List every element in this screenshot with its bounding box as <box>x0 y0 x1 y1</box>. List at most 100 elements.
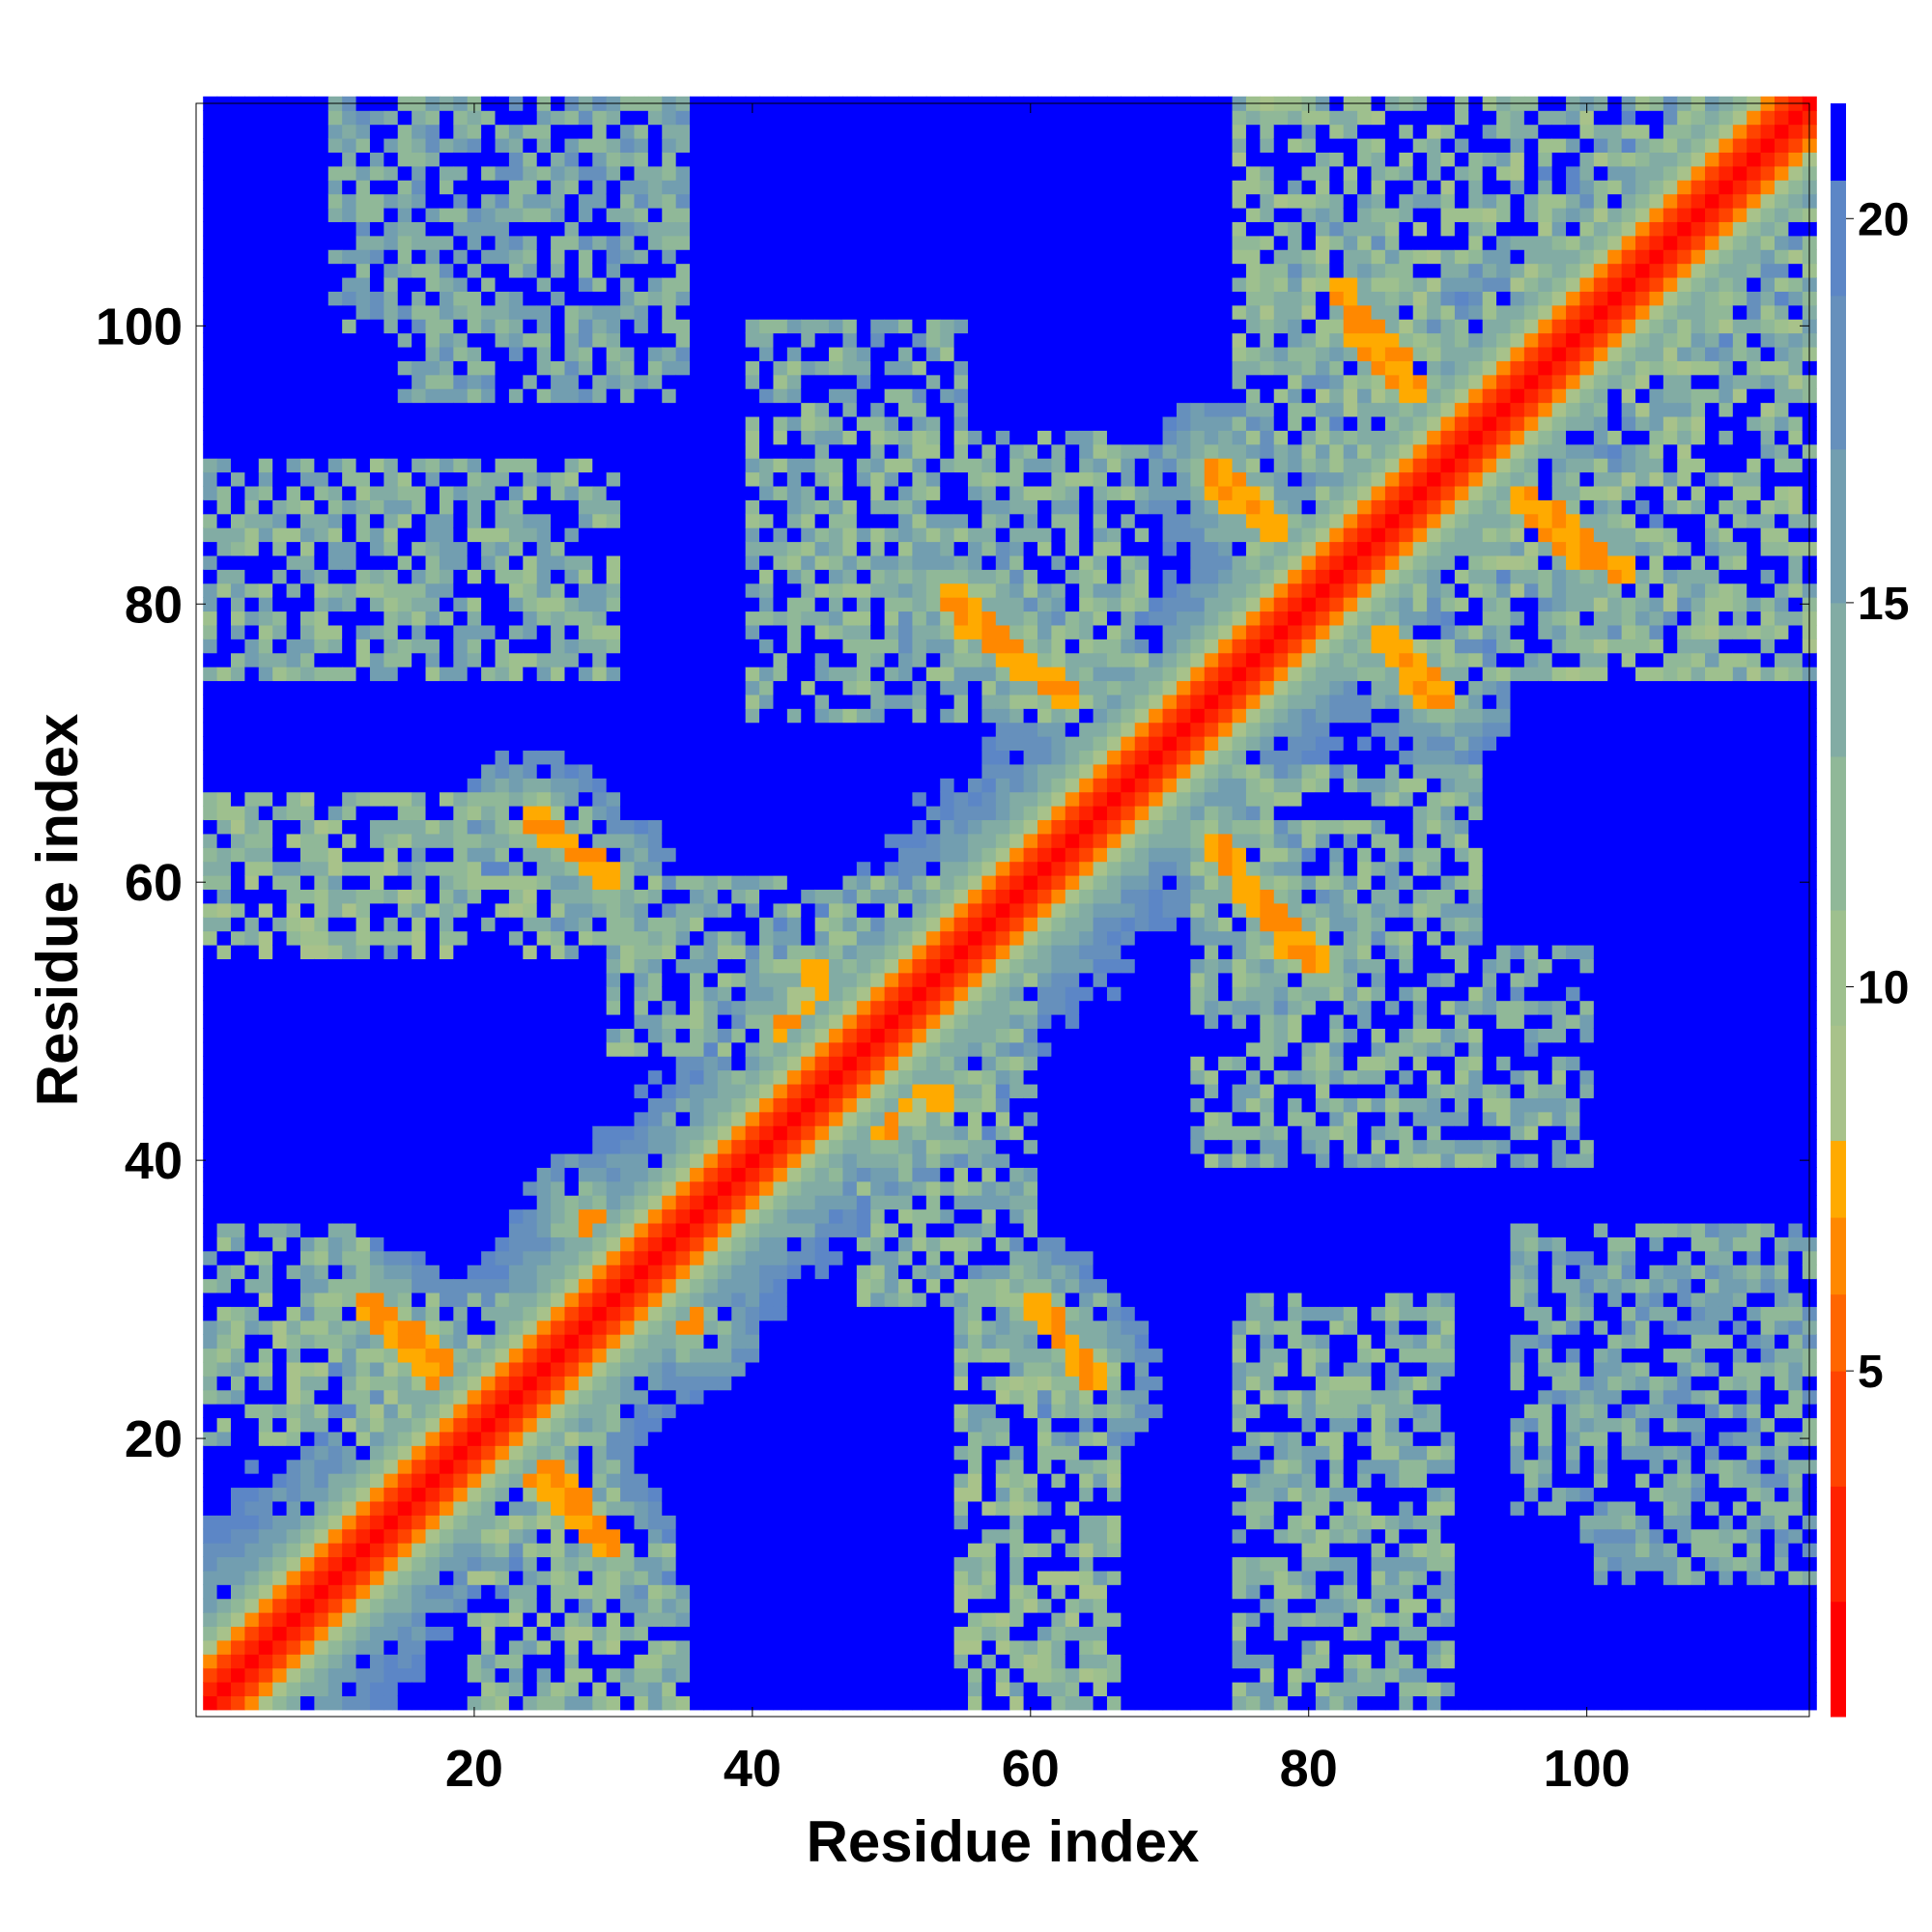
heatmap-cell <box>216 1389 232 1405</box>
heatmap-cell <box>397 930 412 946</box>
heatmap-cell <box>258 1013 273 1029</box>
heatmap-cell <box>717 1487 732 1502</box>
heatmap-cell <box>592 680 608 696</box>
heatmap-cell <box>299 430 315 445</box>
heatmap-cell <box>481 1334 497 1350</box>
heatmap-cell <box>244 165 260 181</box>
heatmap-cell <box>690 902 705 918</box>
heatmap-cell <box>703 1404 719 1419</box>
heatmap-cell <box>731 1487 747 1502</box>
heatmap-cell <box>675 1404 691 1419</box>
heatmap-cell <box>523 930 538 946</box>
heatmap-cell <box>286 1139 301 1154</box>
heatmap-cell <box>327 1515 343 1530</box>
heatmap-cell <box>299 374 315 389</box>
heatmap-cell <box>662 124 677 139</box>
heatmap-cell <box>675 972 691 987</box>
heatmap-cell <box>662 554 677 570</box>
heatmap-cell <box>759 249 775 265</box>
heatmap-cell <box>495 1222 510 1237</box>
heatmap-cell <box>551 1083 566 1098</box>
heatmap-cell <box>216 1487 232 1502</box>
heatmap-cell <box>439 235 454 250</box>
heatmap-cell <box>634 1334 649 1350</box>
heatmap-cell <box>690 1473 705 1489</box>
heatmap-cell <box>551 611 566 626</box>
heatmap-cell <box>592 1389 608 1405</box>
heatmap-cell <box>786 1612 802 1628</box>
heatmap-cell <box>745 527 760 543</box>
heatmap-cell <box>384 263 399 278</box>
heatmap-cell <box>412 1167 427 1182</box>
heatmap-cell <box>759 1236 775 1252</box>
heatmap-cell <box>662 1111 677 1126</box>
heatmap-cell <box>384 499 399 515</box>
heatmap-cell <box>203 1000 218 1015</box>
heatmap-cell <box>355 458 371 473</box>
heatmap-cell <box>508 1222 524 1237</box>
heatmap-cell <box>731 1404 747 1419</box>
heatmap-cell <box>675 221 691 237</box>
heatmap-cell <box>703 1320 719 1335</box>
heatmap-cell <box>690 1348 705 1363</box>
heatmap-cell <box>481 736 497 752</box>
heatmap-cell <box>731 1208 747 1224</box>
heatmap-cell <box>314 1041 329 1057</box>
heatmap-cell <box>425 137 440 153</box>
heatmap-cell <box>369 1417 384 1433</box>
heatmap-cell <box>647 276 663 292</box>
heatmap-cell <box>690 1013 705 1029</box>
heatmap-cell <box>397 415 412 431</box>
heatmap-cell <box>592 402 608 417</box>
heatmap-cell <box>355 415 371 431</box>
heatmap-cell <box>759 180 775 195</box>
heatmap-cell <box>355 708 371 724</box>
heatmap-cell <box>216 499 232 515</box>
heatmap-cell <box>564 1515 580 1530</box>
heatmap-cell <box>272 1500 288 1516</box>
heatmap-cell <box>342 1695 357 1711</box>
heatmap-cell <box>606 1376 621 1391</box>
heatmap-cell <box>272 1000 288 1015</box>
heatmap-cell <box>369 1195 384 1210</box>
heatmap-cell <box>703 1584 719 1600</box>
heatmap-cell <box>258 889 273 904</box>
heatmap-cell <box>647 902 663 918</box>
heatmap-cell <box>203 694 218 709</box>
heatmap-cell <box>690 1056 705 1071</box>
heatmap-cell <box>299 624 315 639</box>
heatmap-cell <box>564 1264 580 1280</box>
heatmap-cell <box>508 1361 524 1377</box>
heatmap-cell <box>634 861 649 876</box>
heatmap-cell <box>397 1250 412 1265</box>
heatmap-cell <box>272 582 288 598</box>
heatmap-cell <box>495 1278 510 1293</box>
heatmap-cell <box>731 1667 747 1683</box>
heatmap-cell <box>786 1125 802 1141</box>
heatmap-cell <box>272 485 288 500</box>
heatmap-cell <box>564 471 580 487</box>
heatmap-cell <box>369 402 384 417</box>
heatmap-cell <box>578 930 593 946</box>
heatmap-cell <box>759 1306 775 1321</box>
heatmap-cell <box>286 110 301 126</box>
heatmap-cell <box>551 1320 566 1335</box>
heatmap-cell <box>578 1389 593 1405</box>
heatmap-cell <box>786 374 802 389</box>
heatmap-cell <box>369 1612 384 1628</box>
heatmap-cell <box>495 235 510 250</box>
heatmap-cell <box>453 346 469 361</box>
heatmap-cell <box>717 1028 732 1043</box>
heatmap-cell <box>759 722 775 737</box>
heatmap-cell <box>272 1389 288 1405</box>
heatmap-cell <box>523 193 538 209</box>
heatmap-cell <box>773 1445 788 1461</box>
heatmap-cell <box>592 276 608 292</box>
heatmap-cell <box>314 319 329 334</box>
heatmap-cell <box>355 1639 371 1655</box>
heatmap-cell <box>397 847 412 863</box>
heatmap-cell <box>647 1180 663 1196</box>
heatmap-cell <box>675 124 691 139</box>
heatmap-cell <box>425 1195 440 1210</box>
heatmap-cell <box>620 1180 636 1196</box>
